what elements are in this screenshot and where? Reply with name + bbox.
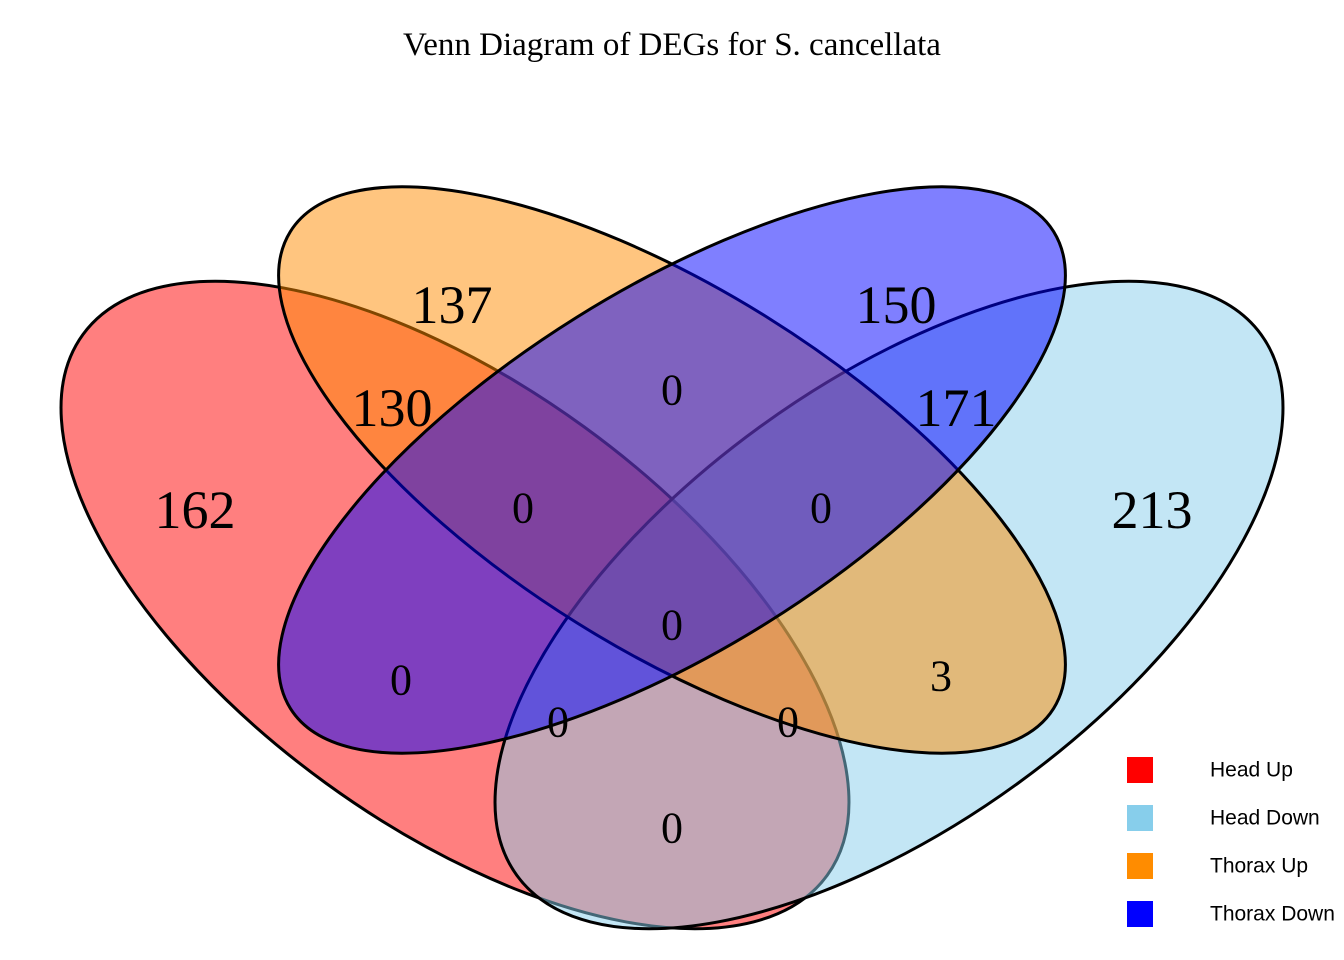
region-count-head-up-only: 162 xyxy=(155,480,236,540)
legend-label-head-down: Head Down xyxy=(1210,807,1320,830)
legend: Head Up Head Down Thorax Up Thorax Down xyxy=(1127,757,1335,927)
region-count-headup-thoraxdown: 0 xyxy=(390,656,412,705)
region-count-thorax-down-only: 150 xyxy=(856,275,937,335)
venn-ellipse-thorax-down xyxy=(277,185,1067,755)
legend-swatch-thorax-down xyxy=(1127,901,1153,927)
region-count-thoraxup-thoraxdown: 0 xyxy=(661,366,683,415)
region-count-headup-thoraxup-thoraxdown: 0 xyxy=(512,484,534,533)
legend-swatch-thorax-up xyxy=(1127,853,1153,879)
venn-ellipses xyxy=(59,185,1285,931)
region-count-headup-headdown: 0 xyxy=(661,804,683,853)
legend-item-thorax-down: Thorax Down xyxy=(1127,901,1335,927)
legend-label-head-up: Head Up xyxy=(1210,759,1293,782)
legend-item-thorax-up: Thorax Up xyxy=(1127,853,1308,879)
region-count-headup-thoraxup: 130 xyxy=(352,378,433,438)
legend-item-head-up: Head Up xyxy=(1127,757,1293,783)
region-count-thorax-up-only: 137 xyxy=(412,275,493,335)
region-count-headup-headdown-thoraxup: 0 xyxy=(777,698,799,747)
legend-label-thorax-down: Thorax Down xyxy=(1210,903,1335,926)
venn-region-counts: 162 137 150 213 130 0 171 0 0 0 0 3 0 0 … xyxy=(155,275,1193,853)
region-count-head-down-only: 213 xyxy=(1112,480,1193,540)
legend-swatch-head-down xyxy=(1127,805,1153,831)
region-count-headdown-thoraxup: 3 xyxy=(930,652,952,701)
region-count-all-four: 0 xyxy=(661,601,683,650)
legend-label-thorax-up: Thorax Up xyxy=(1210,855,1308,878)
legend-item-head-down: Head Down xyxy=(1127,805,1320,831)
region-count-headdown-thoraxup-thoraxdown: 0 xyxy=(810,484,832,533)
region-count-headdown-thoraxdown: 171 xyxy=(916,378,997,438)
region-count-headup-headdown-thoraxdown: 0 xyxy=(547,698,569,747)
legend-swatch-head-up xyxy=(1127,757,1153,783)
chart-title: Venn Diagram of DEGs for S. cancellata xyxy=(403,27,941,63)
